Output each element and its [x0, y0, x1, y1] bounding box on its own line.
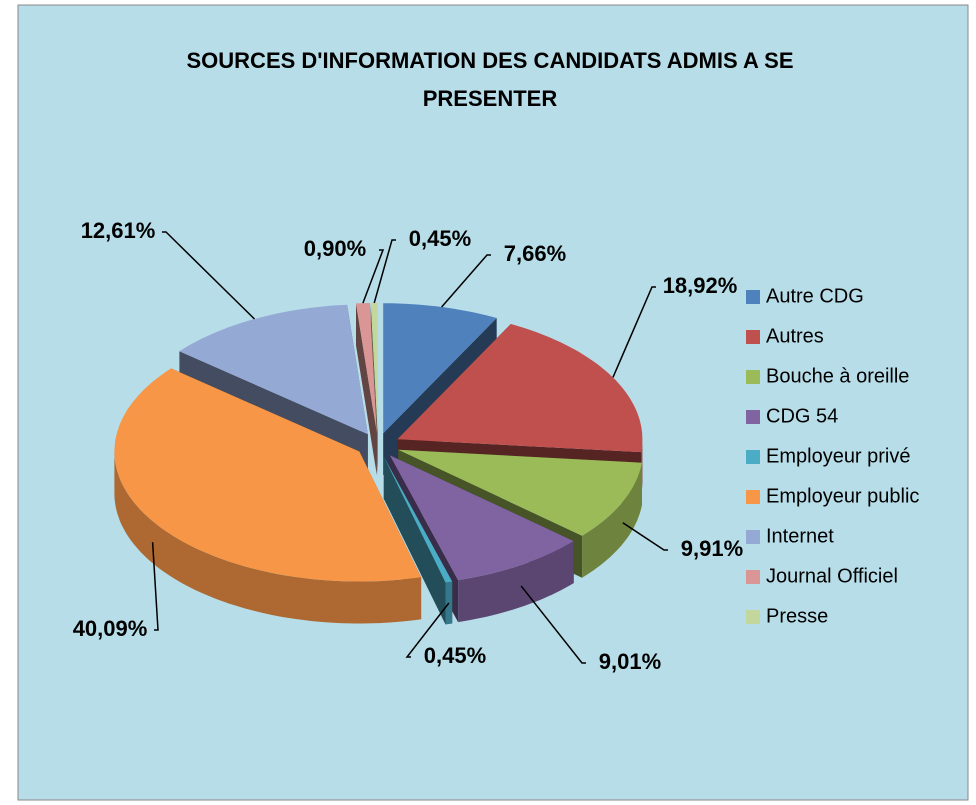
legend-swatch: [746, 450, 760, 464]
slice: [356, 303, 377, 433]
leader-line: [612, 286, 656, 378]
legend-label: Employeur privé: [766, 445, 911, 467]
legend-label: Presse: [766, 605, 828, 627]
slice-side: [383, 456, 446, 625]
data-label: 12,61%: [81, 218, 156, 243]
chart-title: SOURCES D'INFORMATION DES CANDIDATS ADMI…: [186, 48, 794, 111]
legend-label: Autres: [766, 325, 824, 347]
legend-swatch: [746, 410, 760, 424]
legend-swatch: [746, 330, 760, 344]
legend-swatch: [746, 370, 760, 384]
slice-side: [582, 462, 642, 578]
leader-line: [162, 231, 255, 320]
data-label: 40,09%: [73, 616, 148, 641]
slice-side: [114, 451, 422, 624]
leader-line: [362, 249, 385, 304]
slice: [114, 368, 422, 582]
legend-label: Employeur public: [766, 485, 919, 507]
leader-line: [520, 585, 586, 664]
slice: [398, 449, 642, 536]
leader-line: [151, 542, 159, 631]
slice-side: [356, 303, 377, 475]
data-label: 0,45%: [409, 226, 471, 251]
legend-label: Autre CDG: [766, 285, 864, 307]
legend-swatch: [746, 290, 760, 304]
legend-swatch: [746, 610, 760, 624]
slice-side: [458, 541, 574, 623]
data-label: 7,66%: [504, 241, 566, 266]
slice: [370, 302, 378, 433]
data-label: 9,01%: [599, 649, 661, 674]
legend-swatch: [746, 490, 760, 504]
slice: [389, 455, 574, 581]
leader-line: [373, 239, 396, 304]
leader-line: [405, 602, 450, 658]
slice: [179, 304, 368, 435]
leader-line: [622, 522, 668, 551]
legend-label: Journal Officiel: [766, 565, 898, 587]
legend-swatch: [746, 570, 760, 584]
data-label: 18,92%: [663, 273, 738, 298]
leader-line: [441, 254, 491, 308]
legend-label: Bouche à oreille: [766, 365, 909, 387]
slice: [397, 324, 643, 453]
slice: [383, 456, 453, 583]
legend-label: CDG 54: [766, 405, 838, 427]
legend-swatch: [746, 530, 760, 544]
slice: [383, 303, 497, 434]
data-label: 0,90%: [304, 236, 366, 261]
data-label: 9,91%: [681, 536, 743, 561]
legend-label: Internet: [766, 525, 834, 547]
data-label: 0,45%: [424, 643, 486, 668]
